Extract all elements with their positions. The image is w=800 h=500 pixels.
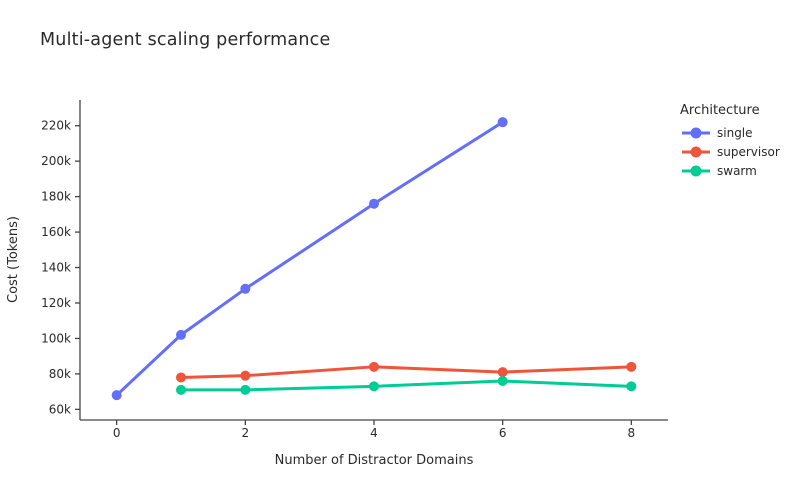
data-point-swarm[interactable]	[176, 384, 187, 395]
data-point-single[interactable]	[176, 329, 187, 340]
x-tick-label: 4	[370, 426, 378, 440]
data-point-single[interactable]	[240, 283, 251, 294]
data-point-swarm[interactable]	[497, 375, 508, 386]
chart-title: Multi-agent scaling performance	[40, 30, 331, 50]
legend-items: single supervisor swarm	[680, 123, 798, 180]
legend-item-label: supervisor	[717, 144, 780, 159]
y-tick-label: 120k	[41, 296, 71, 310]
y-tick-label: 80k	[49, 367, 71, 381]
x-tick-label: 8	[628, 426, 636, 440]
data-point-supervisor[interactable]	[240, 370, 251, 381]
data-point-swarm[interactable]	[626, 381, 637, 392]
data-point-swarm[interactable]	[240, 384, 251, 395]
y-tick-label: 180k	[41, 190, 71, 204]
data-point-single[interactable]	[497, 117, 508, 128]
x-tick-label: 6	[499, 426, 507, 440]
y-tick-label: 60k	[49, 402, 71, 416]
y-tick-label: 220k	[41, 119, 71, 133]
legend-marker-icon	[682, 165, 710, 176]
data-point-supervisor[interactable]	[497, 367, 508, 378]
legend-marker-icon	[682, 146, 710, 157]
x-tick-label: 0	[113, 426, 121, 440]
x-axis-title: Number of Distractor Domains	[274, 453, 474, 468]
legend-item-single[interactable]: single	[680, 123, 798, 142]
legend-marker-dot	[690, 165, 702, 176]
legend-title: Architecture	[680, 103, 760, 118]
data-point-supervisor[interactable]	[176, 372, 187, 383]
data-point-supervisor[interactable]	[626, 361, 637, 372]
legend-item-label: swarm	[717, 163, 757, 178]
series-line-single	[115, 120, 505, 397]
legend-marker-dot	[690, 127, 702, 138]
legend: Architecture single supervisor swarm	[680, 103, 798, 180]
data-point-supervisor[interactable]	[369, 361, 379, 372]
y-axis-title: Cost (Tokens)	[6, 216, 21, 304]
legend-marker-dot	[690, 146, 702, 157]
legend-item-label: single	[717, 125, 753, 140]
data-point-single[interactable]	[369, 198, 379, 209]
legend-item-swarm[interactable]: swarm	[680, 161, 798, 180]
legend-marker-icon	[682, 127, 710, 138]
data-point-swarm[interactable]	[369, 381, 379, 392]
y-tick-label: 100k	[41, 331, 71, 345]
legend-item-supervisor[interactable]: supervisor	[680, 142, 798, 161]
y-tick-label: 160k	[41, 225, 71, 239]
y-tick-label: 140k	[41, 261, 71, 275]
y-tick-label: 200k	[41, 154, 71, 168]
x-tick-label: 2	[242, 426, 250, 440]
data-point-single[interactable]	[111, 390, 122, 401]
